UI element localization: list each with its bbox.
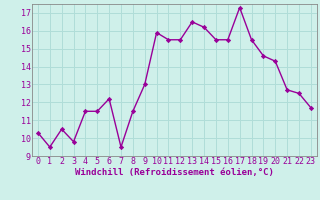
X-axis label: Windchill (Refroidissement éolien,°C): Windchill (Refroidissement éolien,°C) xyxy=(75,168,274,177)
